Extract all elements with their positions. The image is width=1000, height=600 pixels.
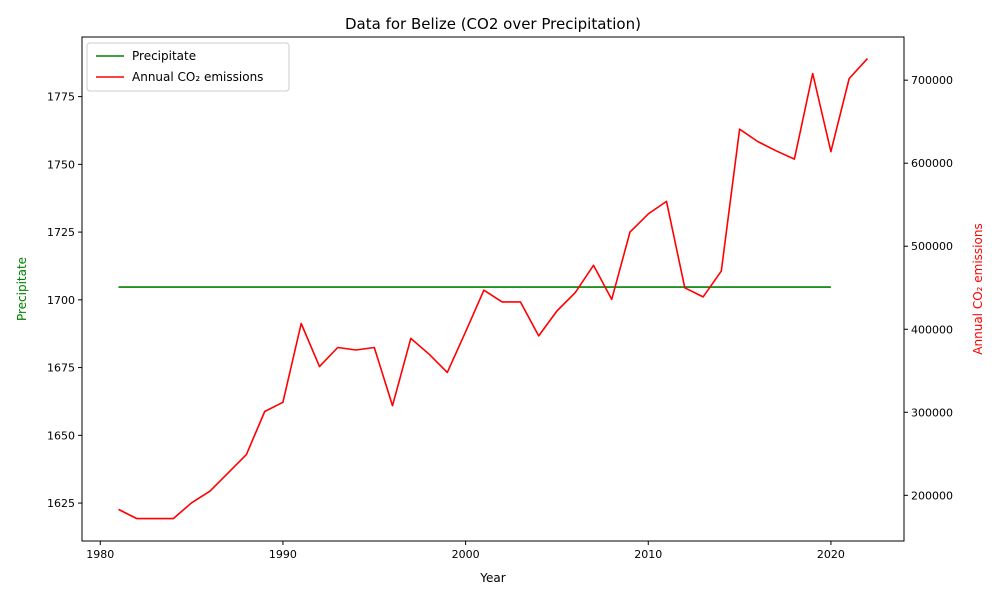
- legend-label-co2: Annual CO₂ emissions: [132, 70, 263, 84]
- x-tick-label: 2020: [817, 548, 845, 561]
- legend: Precipitate Annual CO₂ emissions: [86, 42, 290, 92]
- legend-box: [86, 42, 290, 92]
- x-tick-label: 1980: [86, 548, 114, 561]
- y-left-tick-label: 1775: [47, 91, 75, 104]
- plot-frame: [81, 36, 905, 542]
- y-left-tick-label: 1650: [47, 429, 75, 442]
- y-right-tick-label: 200000: [911, 489, 953, 502]
- y-left-tick-label: 1675: [47, 362, 75, 375]
- x-axis: 1980 1990 2000 2010 2020: [86, 541, 845, 561]
- legend-label-precipitate: Precipitate: [132, 49, 196, 63]
- x-axis-label: Year: [479, 571, 505, 585]
- y-right-tick-label: 700000: [911, 74, 953, 87]
- chart-title: Data for Belize (CO2 over Precipitation): [345, 15, 641, 33]
- y-left-tick-label: 1625: [47, 497, 75, 510]
- y-left-tick-label: 1700: [47, 294, 75, 307]
- x-tick-label: 2000: [452, 548, 480, 561]
- y-left-tick-label: 1750: [47, 158, 75, 171]
- y-left-tick-label: 1725: [47, 226, 75, 239]
- series-line-co2: [118, 58, 869, 520]
- y-axis-right-label: Annual CO₂ emissions: [971, 223, 985, 354]
- x-tick-label: 2010: [634, 548, 662, 561]
- y-axis-left: 1625 1650 1675 1700 1725 1750 1775: [47, 91, 82, 510]
- y-right-tick-label: 300000: [911, 406, 953, 419]
- y-right-tick-label: 600000: [911, 157, 953, 170]
- y-right-tick-label: 400000: [911, 323, 953, 336]
- plot-marks: [118, 58, 869, 520]
- x-tick-label: 1990: [269, 548, 297, 561]
- y-right-tick-label: 500000: [911, 240, 953, 253]
- y-axis-right: 200000 300000 400000 500000 600000 700000: [904, 74, 953, 502]
- y-axis-left-label: Precipitate: [15, 257, 29, 321]
